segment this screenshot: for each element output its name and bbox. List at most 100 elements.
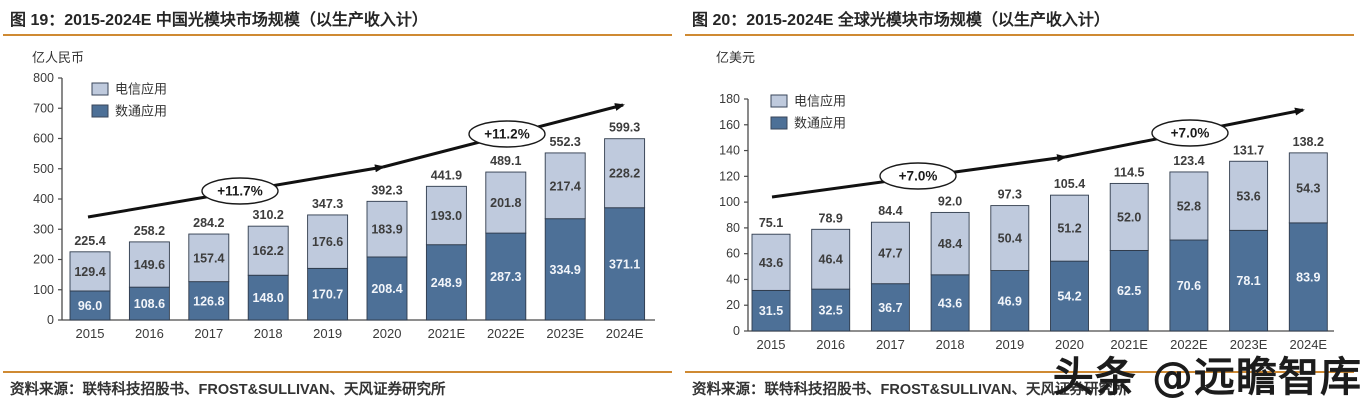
- title-divider: [685, 34, 1354, 36]
- bar-segment-value: 51.2: [1057, 222, 1081, 236]
- bar-segment-value: 53.6: [1236, 189, 1260, 203]
- bar-total-label: 392.3: [371, 183, 402, 197]
- figure-panel-china: 图 19：2015-2024E 中国光模块市场规模（以生产收入计） 0 100 20…: [3, 12, 672, 398]
- x-category-label: 2022E: [487, 326, 525, 341]
- bar-segment-value: 287.3: [490, 270, 521, 284]
- source-note: 资料来源：联特科技招股书、FROST&SULLIVAN、天风证券研究所: [692, 382, 1128, 398]
- legend-label: 电信应用: [115, 82, 167, 97]
- growth-badge: [1151, 119, 1229, 147]
- bar-segment-telecom: [1109, 182, 1149, 251]
- y-tick-label: 180: [719, 92, 740, 106]
- bar-segment-value: 126.8: [193, 294, 224, 308]
- y-tick-label: 400: [33, 192, 54, 206]
- bar-segment-value: 162.2: [253, 244, 284, 258]
- growth-badge: [468, 120, 546, 148]
- title-divider: [3, 34, 672, 36]
- watermark-text: 头条 @远瞻智库: [1052, 353, 1362, 401]
- bar-segment-datacom: [188, 281, 230, 321]
- x-category-label: 2023E: [1230, 337, 1268, 352]
- legend-label: 电信应用: [794, 94, 846, 109]
- y-tick-label: 0: [733, 324, 740, 338]
- bar-segment-telecom: [425, 185, 467, 246]
- x-category-label: 2019: [313, 326, 342, 341]
- bar-segment-telecom: [811, 228, 851, 290]
- y-tick-label: 500: [33, 162, 54, 176]
- bar-segment-value: 62.5: [1117, 284, 1141, 298]
- bar-segment-value: 70.6: [1177, 279, 1201, 293]
- growth-badge-label: +11.7%: [217, 184, 262, 199]
- bar-segment-value: 32.5: [819, 304, 843, 318]
- y-tick-label: 120: [719, 169, 740, 183]
- bar-segment-value: 228.2: [609, 167, 640, 181]
- bar-segment-datacom: [1109, 249, 1149, 332]
- y-tick-label: 60: [726, 247, 740, 261]
- bar-segment-telecom: [247, 225, 289, 276]
- growth-badge-label: +7.0%: [899, 169, 938, 184]
- bar-segment-value: 50.4: [998, 232, 1022, 246]
- x-category-label: 2018: [936, 337, 965, 352]
- bar-segment-value: 46.9: [998, 294, 1022, 308]
- x-category-label: 2016: [135, 326, 164, 341]
- bar-total-label: 114.5: [1114, 165, 1145, 179]
- x-category-label: 2015: [757, 337, 786, 352]
- y-tick-label: 200: [33, 253, 54, 267]
- bar-segment-telecom: [485, 171, 527, 234]
- bar-total-label: 489.1: [490, 154, 521, 168]
- bar-total-label: 258.2: [134, 224, 165, 238]
- bar-segment-telecom: [604, 138, 646, 209]
- legend-swatch: [770, 116, 788, 130]
- x-category-label: 2024E: [606, 326, 644, 341]
- y-tick-label: 40: [726, 272, 740, 286]
- bar-segment-value: 148.0: [253, 291, 284, 305]
- bar-total-label: 347.3: [312, 197, 343, 211]
- axis-unit-label: 亿人民币: [32, 50, 84, 65]
- bar-segment-datacom: [69, 290, 111, 321]
- x-category-label: 2020: [1055, 337, 1084, 352]
- bar-segment-telecom: [1288, 152, 1328, 224]
- source-note: 资料来源：联特科技招股书、FROST&SULLIVAN、天风证券研究所: [10, 382, 446, 398]
- bar-total-label: 441.9: [431, 168, 462, 182]
- x-category-label: 2016: [816, 337, 845, 352]
- source-divider: [3, 371, 672, 373]
- bar-segment-value: 54.2: [1057, 290, 1081, 304]
- bar-segment-telecom: [307, 214, 349, 269]
- bar-segment-datacom: [990, 270, 1030, 332]
- bar-segment-telecom: [366, 200, 408, 258]
- bar-segment-telecom: [544, 152, 586, 220]
- x-category-label: 2015: [76, 326, 105, 341]
- bar-segment-datacom: [425, 244, 467, 321]
- bar-segment-value: 96.0: [78, 299, 102, 313]
- bar-segment-datacom: [1050, 260, 1089, 332]
- bar-total-label: 84.4: [878, 204, 902, 218]
- bar-segment-value: 183.9: [371, 223, 402, 237]
- bar-total-label: 599.3: [609, 121, 640, 135]
- bar-segment-value: 108.6: [134, 297, 165, 311]
- bar-segment-datacom: [751, 289, 791, 332]
- bar-total-label: 123.4: [1173, 154, 1204, 168]
- bar-segment-telecom: [188, 233, 230, 283]
- bar-segment-value: 47.7: [878, 246, 902, 260]
- x-category-label: 2021E: [428, 326, 466, 341]
- bar-total-label: 105.4: [1054, 177, 1085, 191]
- bar-segment-telecom: [1050, 194, 1089, 262]
- y-tick-label: 100: [33, 283, 54, 297]
- x-category-label: 2019: [995, 337, 1024, 352]
- bar-segment-value: 170.7: [312, 288, 343, 302]
- bar-segment-datacom: [128, 286, 170, 321]
- bar-segment-datacom: [811, 288, 851, 332]
- bar-segment-telecom: [128, 241, 170, 288]
- bar-segment-datacom: [870, 283, 910, 332]
- bar-segment-value: 48.4: [938, 237, 962, 251]
- bar-segment-value: 52.8: [1177, 199, 1201, 213]
- bar-segment-value: 208.4: [371, 282, 402, 296]
- legend-swatch: [91, 104, 109, 118]
- bar-total-label: 310.2: [253, 208, 284, 222]
- figure-title-china: 图 19：2015-2024E 中国光模块市场规模（以生产收入计）: [10, 12, 428, 29]
- bar-total-label: 92.0: [938, 194, 962, 208]
- bar-total-label: 138.2: [1293, 135, 1324, 149]
- bar-segment-value: 248.9: [431, 276, 462, 290]
- bar-segment-value: 334.9: [550, 263, 581, 277]
- bar-segment-value: 149.6: [134, 258, 165, 272]
- bar-total-label: 225.4: [74, 234, 105, 248]
